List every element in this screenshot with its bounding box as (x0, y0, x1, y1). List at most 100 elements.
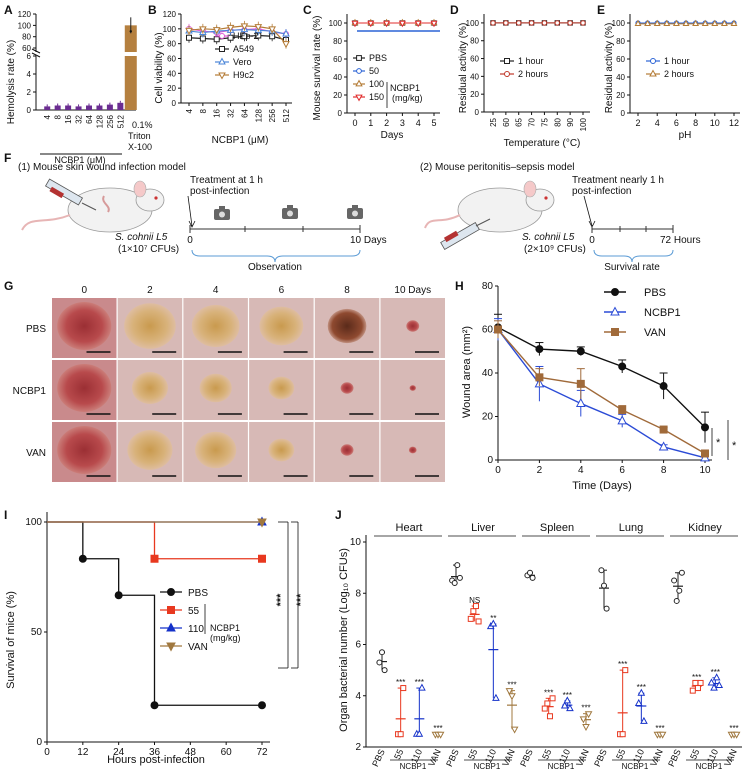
c-ytick-label: 40 (333, 73, 342, 82)
a-xtick-label: 8 (54, 114, 63, 119)
j-significance: NS (469, 596, 480, 605)
h-ytick-label: 20 (482, 412, 494, 423)
j-point (376, 659, 383, 666)
j-point (732, 731, 741, 739)
j-point (582, 724, 590, 732)
i-point (78, 554, 87, 563)
j-significance: *** (581, 704, 590, 713)
lines-d: 0 20 40 60 80 100 25 60 65 70 75 80 90 100 1 hour 2 hou… (466, 14, 590, 131)
j-significance: *** (415, 678, 424, 687)
false-xtick-label: 4 (655, 118, 660, 128)
i-legend-label: PBS (188, 588, 208, 599)
h-point (617, 415, 628, 425)
wound-area (57, 364, 112, 412)
x-axis-label-a: NCBP1 (μM) (54, 155, 105, 165)
j-point (451, 580, 458, 586)
e-point (672, 19, 680, 26)
j-point (603, 605, 610, 612)
c-legend-marker (356, 68, 362, 74)
false-xtick-label: 4 (416, 118, 421, 128)
a-xtick-label: 512 (116, 114, 125, 128)
false-xtick-label: 2 (384, 118, 389, 128)
j-xtick-label: VAN (500, 748, 517, 768)
e-point (701, 19, 709, 26)
i-legend-label: VAN (188, 642, 208, 653)
j-point (715, 680, 724, 688)
i-series-line (47, 521, 262, 706)
b-point (226, 24, 235, 32)
y-axis-label-j: Organ bacterial number (Log₁₀ CFUs) (338, 548, 350, 732)
h-legend-label: NCBP1 (644, 307, 681, 319)
j-point (475, 618, 482, 625)
j-point (456, 574, 463, 581)
j-group-label: NCBP1 (696, 762, 723, 771)
j-xtick-label: 55 (540, 748, 553, 761)
b-point (213, 36, 220, 43)
h-series-line (497, 326, 706, 428)
wound-area (268, 438, 295, 462)
h-point (659, 382, 668, 391)
e-ytick-label: 40 (616, 73, 625, 82)
j-significance: *** (396, 678, 405, 687)
mouse-illustration-1 (21, 180, 165, 233)
wound-area (406, 320, 420, 332)
y-axis-label-a: Hemolysis rate (%) (6, 40, 17, 124)
j-point (689, 687, 696, 694)
false-xtick-label: 6 (674, 118, 679, 128)
c-legend-label: PBS (369, 53, 387, 63)
j-point (619, 731, 626, 738)
a-bar (65, 105, 72, 110)
j-point (510, 726, 519, 734)
model1-end: 10 Days (350, 235, 387, 246)
j-point (707, 678, 716, 686)
mouse-illustration-2 (424, 180, 555, 233)
b-xtick-label: 256 (268, 108, 277, 122)
j-point (508, 693, 516, 701)
h-point (535, 373, 544, 382)
b-legend-label: A549 (233, 44, 254, 54)
wound-area (57, 302, 112, 350)
model2-start: 0 (589, 235, 595, 246)
j-point (634, 698, 643, 706)
h-legend-marker (611, 328, 619, 336)
j-point (436, 731, 445, 739)
g-day-label: 6 (279, 285, 285, 296)
g-day-label: 2 (147, 285, 153, 296)
false-xtick-label: 12 (77, 747, 89, 758)
false-xtick-label: 8 (661, 465, 667, 476)
h-legend-label: VAN (644, 327, 666, 339)
model2-strain: S. cohnii L5 (522, 232, 575, 243)
h-ytick-label: 60 (482, 325, 494, 336)
h-legend-marker (610, 306, 620, 316)
panel-label-h: H (455, 279, 464, 293)
g-day-label: 4 (213, 285, 219, 296)
model2-treatment-2: post-infection (572, 186, 631, 197)
h-point (576, 379, 585, 388)
model1-cfu: (1×10⁷ CFUs) (118, 244, 179, 255)
lines-e: 0 20 40 60 80 100 2 4 6 8 10 12 1 hour 2 hours (612, 14, 740, 128)
j-ytick-label: 8 (355, 588, 361, 599)
legend-unit-i: (mg/kg) (210, 633, 241, 643)
panel-label-c: C (303, 3, 312, 17)
j-point (673, 597, 680, 604)
wound-area (195, 431, 237, 469)
j-point (579, 716, 588, 724)
wound-area (408, 446, 417, 454)
j-point (601, 582, 607, 589)
a-xtick-label: 4 (43, 114, 52, 119)
panel-label-a: A (4, 3, 13, 17)
panel-label-e: E (597, 3, 605, 17)
j-group-label: NCBP1 (622, 762, 649, 771)
control-label-a-2: Triton (128, 131, 151, 141)
j-point (489, 619, 498, 627)
b-xtick-label: 4 (185, 108, 194, 113)
b-point (282, 29, 290, 37)
j-significance: ** (490, 614, 496, 623)
d-point (580, 20, 586, 26)
b-xtick-label: 512 (282, 108, 291, 122)
y-axis-label-b: Cell viability (%) (154, 32, 165, 103)
e-ytick-label: 0 (621, 109, 626, 118)
j-point (584, 711, 593, 719)
j-significance: *** (729, 724, 738, 733)
c-ytick-label: 60 (333, 55, 342, 64)
